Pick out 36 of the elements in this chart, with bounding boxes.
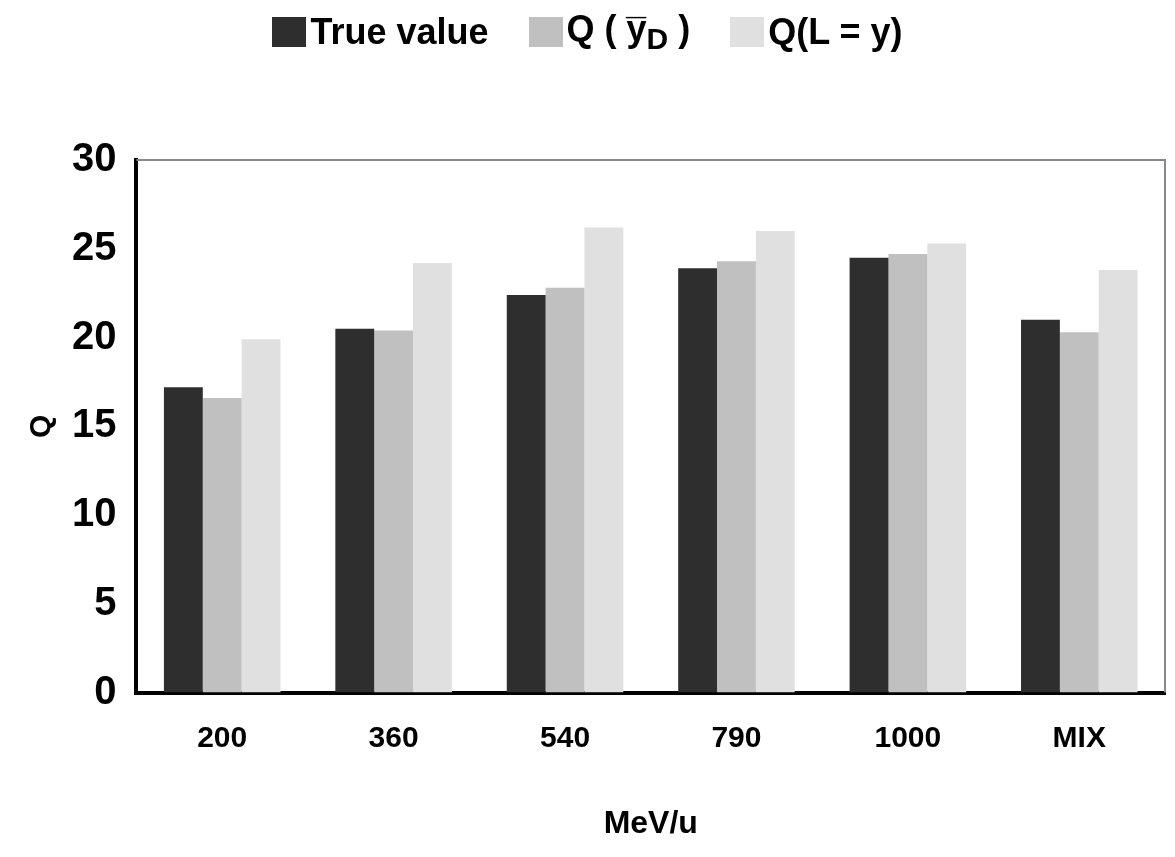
bar [1059, 332, 1099, 693]
bar [413, 262, 452, 693]
bar [163, 387, 203, 693]
legend-label: Q(L = y) [768, 11, 903, 54]
x-tick-label: 790 [711, 719, 762, 753]
y-tick-label: 25 [71, 223, 117, 268]
bar [717, 261, 756, 693]
x-tick-label: 1000 [874, 719, 942, 753]
bar [202, 397, 242, 693]
y-axis-title: Q [23, 414, 57, 438]
bar [888, 254, 928, 693]
legend-label: Q ( y̅$_{D}$ ) [566, 8, 691, 57]
y-tick-label: 30 [71, 135, 117, 180]
bar [755, 231, 795, 693]
y-tick-label: 5 [94, 578, 117, 623]
x-axis-title: MeV/u [603, 803, 698, 840]
bar [584, 227, 624, 693]
y-tick-label: 0 [94, 667, 117, 712]
bar [678, 268, 718, 693]
bar [374, 330, 414, 693]
bar [545, 287, 585, 693]
bar [1098, 270, 1138, 693]
y-tick-label: 15 [71, 401, 117, 446]
x-tick-label: 540 [540, 719, 591, 753]
x-tick-label: 200 [197, 719, 248, 753]
bar [506, 294, 546, 693]
bar [927, 243, 967, 693]
x-tick-label: MIX [1052, 719, 1106, 753]
legend-label: True value [310, 11, 489, 54]
bar [335, 328, 375, 693]
y-tick-label: 10 [71, 490, 117, 535]
x-tick-label: 360 [368, 719, 419, 753]
y-tick-label: 20 [71, 312, 117, 357]
bar [849, 257, 889, 693]
bar [241, 339, 281, 693]
bar [1021, 319, 1060, 693]
